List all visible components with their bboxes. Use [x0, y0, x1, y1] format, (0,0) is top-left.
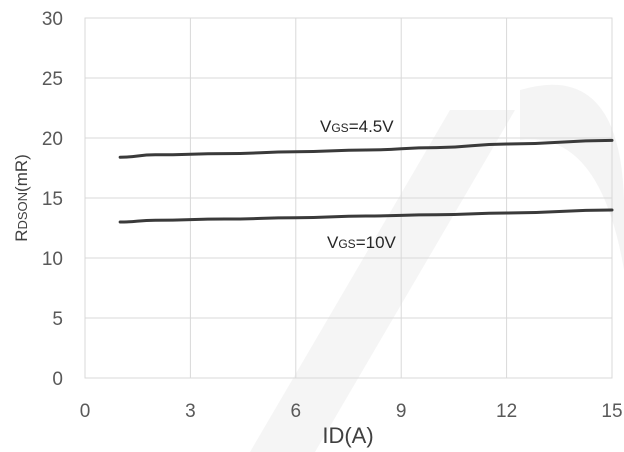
series-line-0 — [118, 138, 614, 159]
x-tick-label: 6 — [291, 401, 302, 422]
y-tick-label: 5 — [52, 309, 63, 330]
y-tick-label: 20 — [42, 129, 63, 150]
y-axis-title-unit: (mR) — [12, 154, 31, 192]
x-axis-title: ID(A) — [322, 423, 373, 448]
background-watermark — [250, 84, 624, 452]
y-axis-title-main: R — [12, 230, 31, 242]
labels: ID(A) RDSON(mR) VGS=4.5V VGS=10V — [12, 117, 397, 448]
y-tick-label: 15 — [42, 189, 63, 210]
x-tick-label: 15 — [601, 401, 622, 422]
x-tick-label: 0 — [80, 401, 91, 422]
series-line-1 — [118, 208, 614, 224]
x-tick-label: 12 — [496, 401, 517, 422]
y-tick-label: 10 — [42, 249, 63, 270]
x-tick-label: 9 — [396, 401, 407, 422]
y-tick-label: 30 — [42, 9, 63, 30]
axes: 0 5 10 15 20 25 30 0 3 6 9 12 15 — [42, 9, 623, 422]
series-annotation-vgs-4-5v: VGS=4.5V — [320, 117, 394, 136]
y-tick-label: 25 — [42, 69, 63, 90]
y-axis-title: RDSON(mR) — [12, 154, 31, 242]
series-lines — [118, 138, 614, 224]
x-tick-label: 3 — [185, 401, 196, 422]
plot-frame — [84, 17, 613, 379]
grid — [84, 17, 613, 379]
y-tick-label: 0 — [52, 369, 63, 390]
series-annotation-vgs-10v: VGS=10V — [327, 233, 397, 252]
y-axis-title-subscript: DSON — [15, 192, 30, 230]
